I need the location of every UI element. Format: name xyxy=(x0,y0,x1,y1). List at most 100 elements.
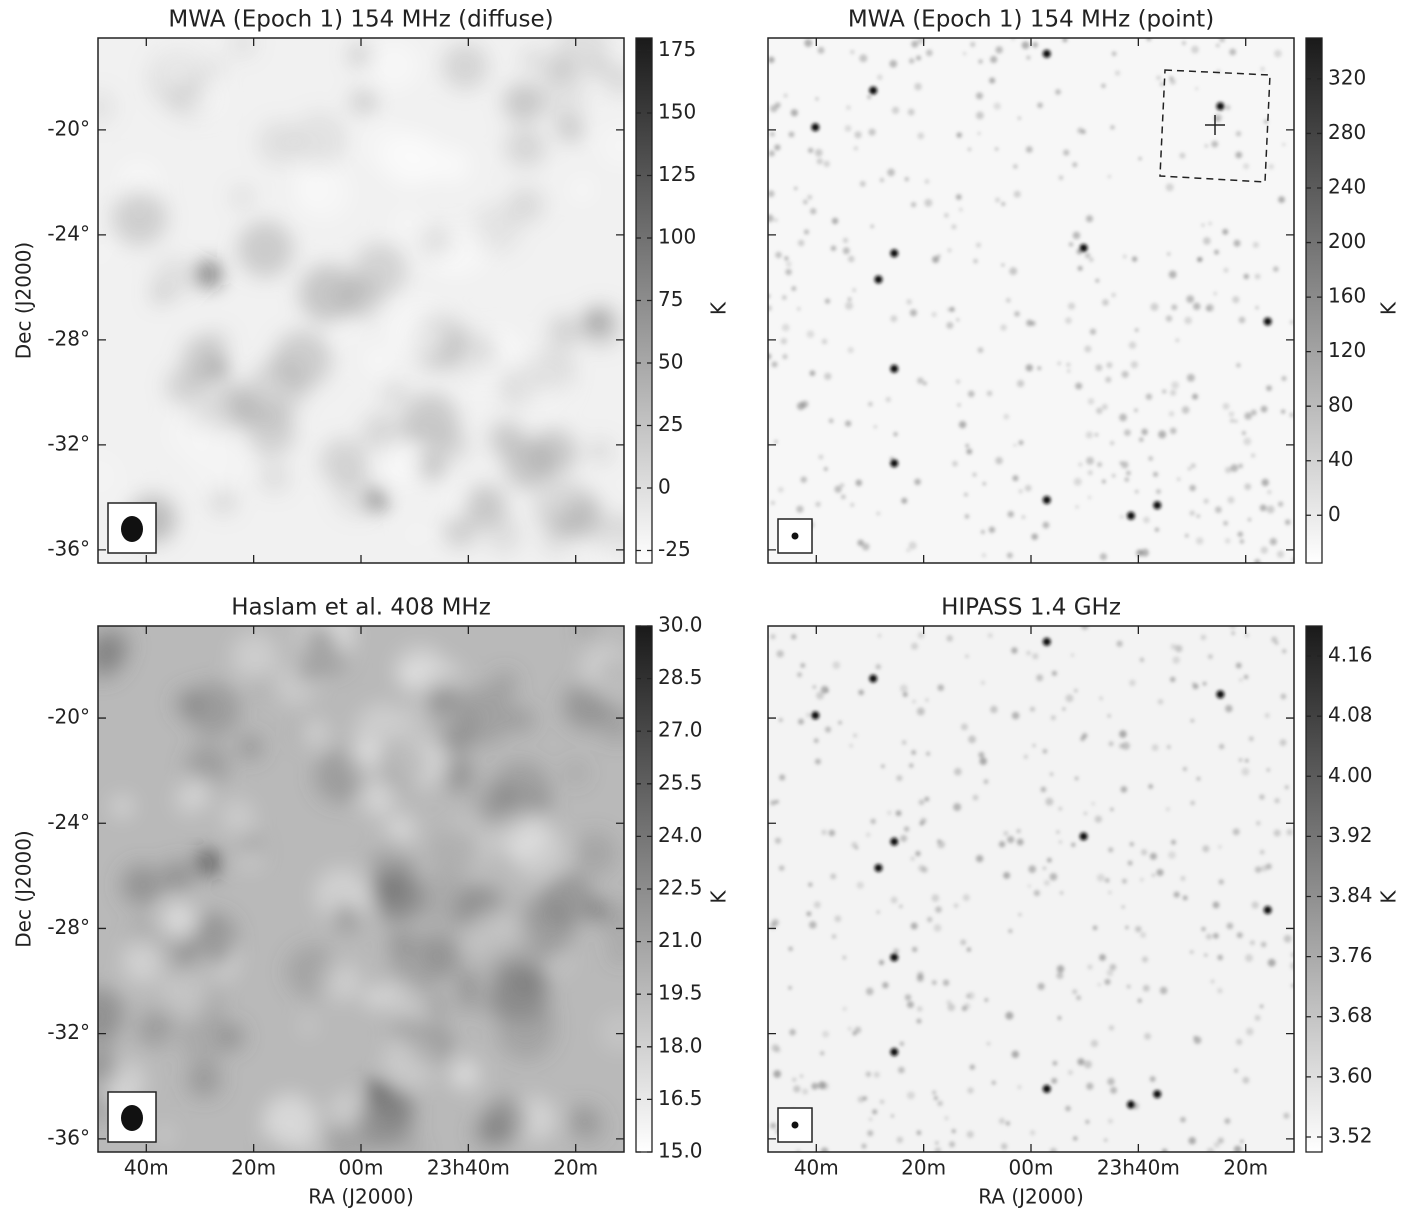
faint-source xyxy=(944,1116,949,1121)
emission-blob xyxy=(121,864,163,906)
faint-source xyxy=(796,402,805,411)
emission-blob xyxy=(425,995,447,1017)
faint-source xyxy=(1219,743,1225,750)
faint-source xyxy=(911,946,918,953)
faint-source xyxy=(911,750,917,755)
faint-source xyxy=(1119,514,1124,519)
emission-blob xyxy=(484,1097,529,1142)
faint-source xyxy=(797,672,802,678)
bright-source xyxy=(196,850,221,875)
faint-source xyxy=(947,248,952,253)
emission-blob xyxy=(160,47,198,85)
faint-source xyxy=(1217,987,1223,994)
bright-source xyxy=(367,1079,387,1099)
faint-source xyxy=(916,707,925,716)
faint-source xyxy=(1031,533,1038,540)
faint-source xyxy=(1182,766,1187,771)
faint-source xyxy=(834,915,842,923)
faint-source xyxy=(1260,66,1265,72)
emission-blob xyxy=(504,440,554,490)
faint-source xyxy=(1056,965,1065,973)
faint-source xyxy=(917,632,925,639)
colorbar-tick-label: 200 xyxy=(1328,229,1366,253)
faint-source xyxy=(1111,473,1116,478)
emission-blob xyxy=(291,111,348,168)
faint-source xyxy=(857,539,864,547)
faint-source xyxy=(808,882,813,887)
faint-source xyxy=(1148,784,1153,789)
faint-source xyxy=(811,1082,819,1090)
faint-source xyxy=(1016,379,1025,388)
emission-blob xyxy=(597,705,624,743)
center-cross xyxy=(1205,115,1225,135)
emission-blob xyxy=(192,84,224,116)
emission-blob xyxy=(110,794,135,819)
faint-source xyxy=(1000,1143,1008,1150)
faint-source xyxy=(937,1100,943,1107)
faint-source xyxy=(1245,758,1249,763)
faint-source xyxy=(1072,989,1078,995)
faint-source xyxy=(899,1041,904,1046)
faint-source xyxy=(796,307,801,311)
faint-source xyxy=(1161,1148,1168,1152)
faint-source xyxy=(1186,373,1195,382)
faint-source xyxy=(1095,364,1103,372)
faint-source xyxy=(791,286,797,291)
faint-source xyxy=(828,829,836,837)
faint-source xyxy=(1095,278,1100,283)
faint-source xyxy=(994,147,999,151)
faint-source xyxy=(966,1130,974,1139)
y-tick-label: -32° xyxy=(47,431,90,455)
faint-source xyxy=(1036,674,1044,682)
faint-source xyxy=(1236,932,1243,939)
faint-source xyxy=(812,685,816,689)
faint-source xyxy=(953,903,959,909)
faint-source xyxy=(781,295,787,300)
faint-source xyxy=(986,1041,991,1046)
faint-source xyxy=(890,896,898,904)
faint-source xyxy=(882,982,889,989)
bright-source xyxy=(869,86,878,95)
faint-source xyxy=(916,55,922,61)
faint-source xyxy=(915,850,921,857)
faint-source xyxy=(923,381,927,386)
beam xyxy=(121,516,143,542)
faint-source xyxy=(1119,461,1123,465)
faint-source xyxy=(1106,362,1113,369)
faint-source xyxy=(1119,413,1127,422)
colorbar-tick-label: 100 xyxy=(658,225,696,249)
faint-source xyxy=(1284,785,1289,790)
faint-source xyxy=(901,740,907,745)
faint-source xyxy=(931,980,937,985)
faint-source xyxy=(1259,849,1265,855)
emission-blob xyxy=(485,515,523,554)
faint-source xyxy=(1046,857,1052,863)
faint-source xyxy=(1252,241,1259,248)
faint-source xyxy=(919,821,924,826)
faint-source xyxy=(902,692,908,697)
faint-source xyxy=(842,247,850,255)
faint-source xyxy=(798,718,804,725)
faint-source xyxy=(1102,299,1109,306)
faint-source xyxy=(1156,75,1161,81)
faint-source xyxy=(1049,872,1058,881)
faint-source xyxy=(947,307,952,312)
faint-source xyxy=(838,720,842,725)
faint-source xyxy=(914,478,921,486)
emission-blob xyxy=(175,689,204,718)
faint-source xyxy=(814,148,823,157)
y-axis-label: Dec (J2000) xyxy=(12,242,36,359)
faint-source xyxy=(1018,440,1024,446)
faint-source xyxy=(1217,954,1223,961)
faint-source xyxy=(1283,1112,1290,1119)
faint-source xyxy=(889,60,898,68)
emission-blob xyxy=(538,471,585,518)
colorbar-tick-label: 16.5 xyxy=(658,1086,703,1110)
colorbar-tick-label: 28.5 xyxy=(658,665,703,689)
faint-source xyxy=(823,467,828,471)
faint-source xyxy=(768,150,775,157)
faint-source xyxy=(1146,38,1152,42)
faint-source xyxy=(807,194,813,200)
beam xyxy=(121,1105,143,1131)
faint-source xyxy=(1069,242,1074,247)
